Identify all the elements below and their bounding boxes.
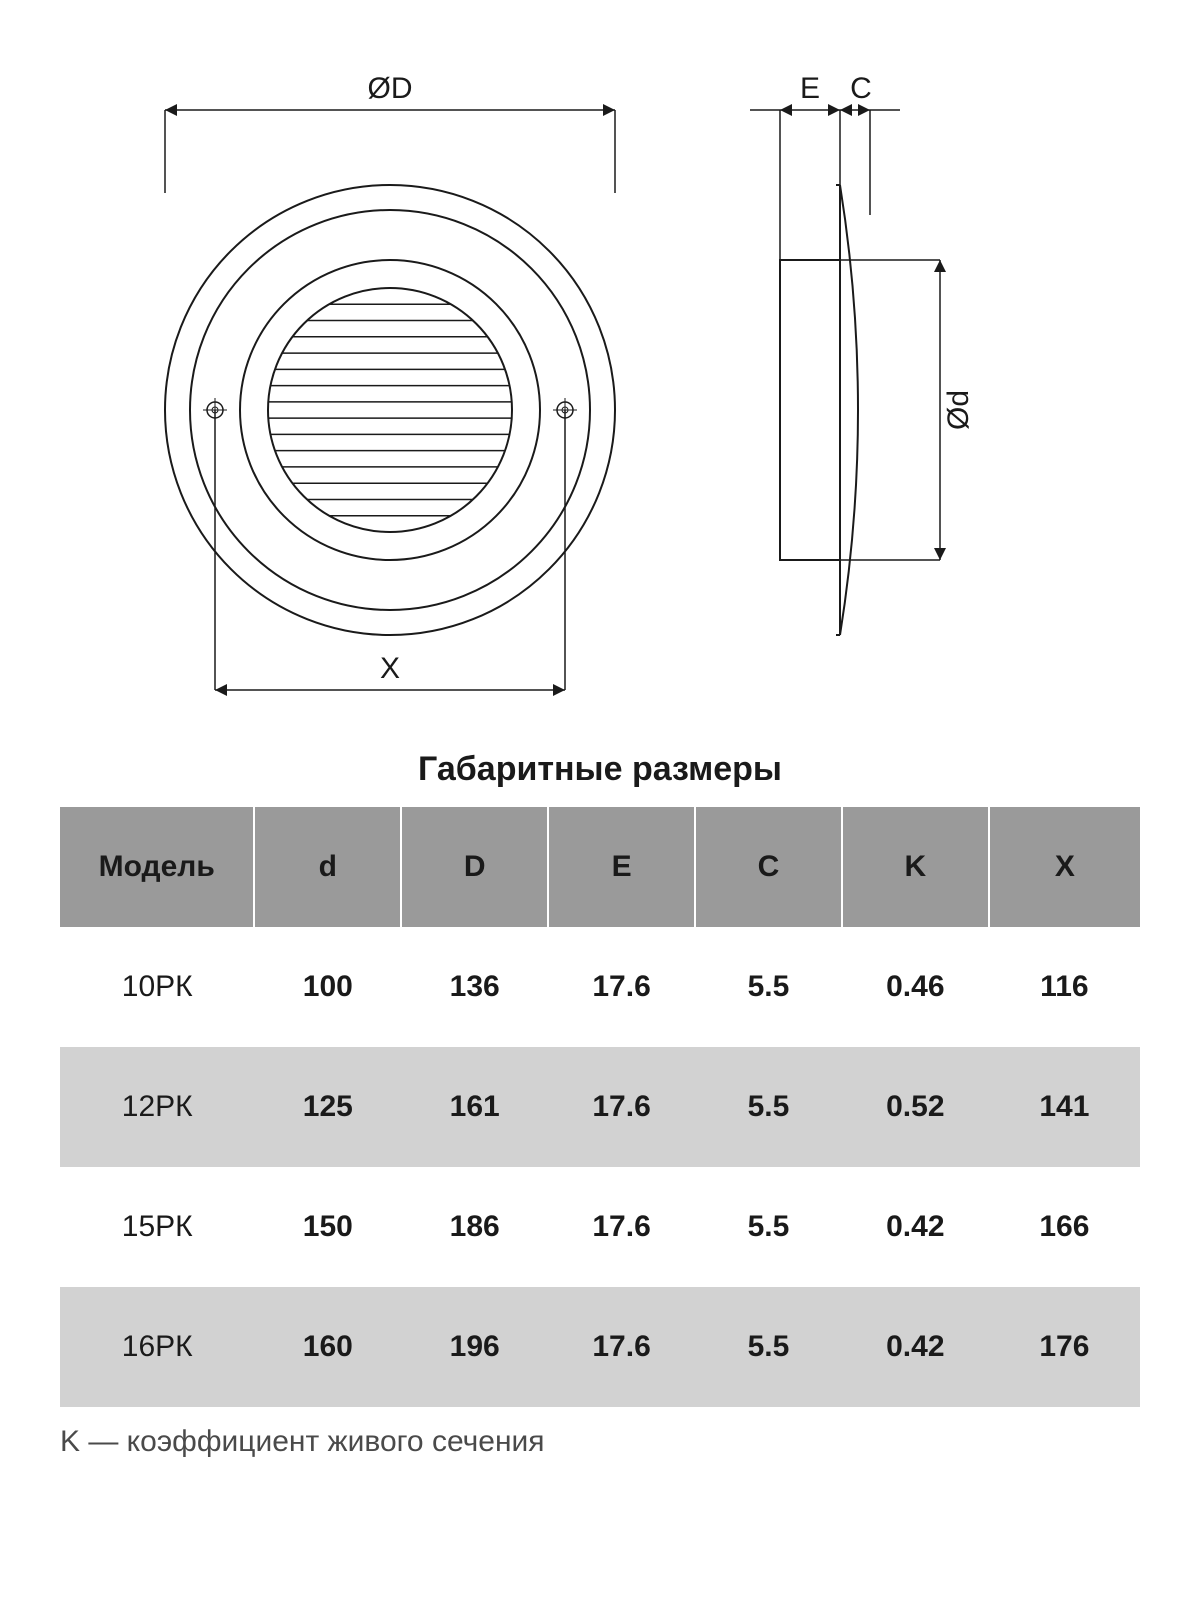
table-cell: 150 [254, 1167, 401, 1287]
table-cell: 17.6 [548, 1287, 695, 1407]
table-cell: 0.42 [842, 1167, 989, 1287]
table-cell: 17.6 [548, 1047, 695, 1167]
table-cell: 5.5 [695, 1287, 842, 1407]
table-cell: 5.5 [695, 1047, 842, 1167]
dimensions-table: МодельdDECKX 10РК10013617.65.50.4611612Р… [60, 807, 1140, 1407]
table-cell: 10РК [60, 927, 254, 1047]
table-column-header: E [548, 807, 695, 927]
table-cell: 15РК [60, 1167, 254, 1287]
svg-text:C: C [850, 72, 872, 105]
table-column-header: K [842, 807, 989, 927]
table-cell: 176 [989, 1287, 1140, 1407]
table-row: 10РК10013617.65.50.46116 [60, 927, 1140, 1047]
table-cell: 116 [989, 927, 1140, 1047]
table-cell: 17.6 [548, 1167, 695, 1287]
table-cell: 125 [254, 1047, 401, 1167]
table-column-header: D [401, 807, 548, 927]
table-column-header: C [695, 807, 842, 927]
table-row: 16РК16019617.65.50.42176 [60, 1287, 1140, 1407]
table-footnote: K — коэффициент живого сечения [60, 1425, 1140, 1459]
table-cell: 5.5 [695, 927, 842, 1047]
svg-text:ØD: ØD [368, 72, 413, 105]
table-cell: 136 [401, 927, 548, 1047]
table-cell: 0.46 [842, 927, 989, 1047]
table-cell: 0.42 [842, 1287, 989, 1407]
table-column-header: X [989, 807, 1140, 927]
table-cell: 196 [401, 1287, 548, 1407]
table-cell: 166 [989, 1167, 1140, 1287]
technical-diagram: ØD X EC Ød [60, 60, 1140, 740]
table-cell: 5.5 [695, 1167, 842, 1287]
table-row: 15РК15018617.65.50.42166 [60, 1167, 1140, 1287]
table-cell: 160 [254, 1287, 401, 1407]
table-cell: 161 [401, 1047, 548, 1167]
svg-text:Ød: Ød [942, 390, 975, 430]
table-header-row: МодельdDECKX [60, 807, 1140, 927]
table-cell: 0.52 [842, 1047, 989, 1167]
table-cell: 12РК [60, 1047, 254, 1167]
table-cell: 16РК [60, 1287, 254, 1407]
table-cell: 141 [989, 1047, 1140, 1167]
table-column-header: Модель [60, 807, 254, 927]
table-cell: 17.6 [548, 927, 695, 1047]
table-cell: 186 [401, 1167, 548, 1287]
table-cell: 100 [254, 927, 401, 1047]
table-row: 12РК12516117.65.50.52141 [60, 1047, 1140, 1167]
table-column-header: d [254, 807, 401, 927]
svg-text:E: E [800, 72, 820, 105]
svg-text:X: X [380, 652, 400, 685]
table-title: Габаритные размеры [60, 750, 1140, 789]
